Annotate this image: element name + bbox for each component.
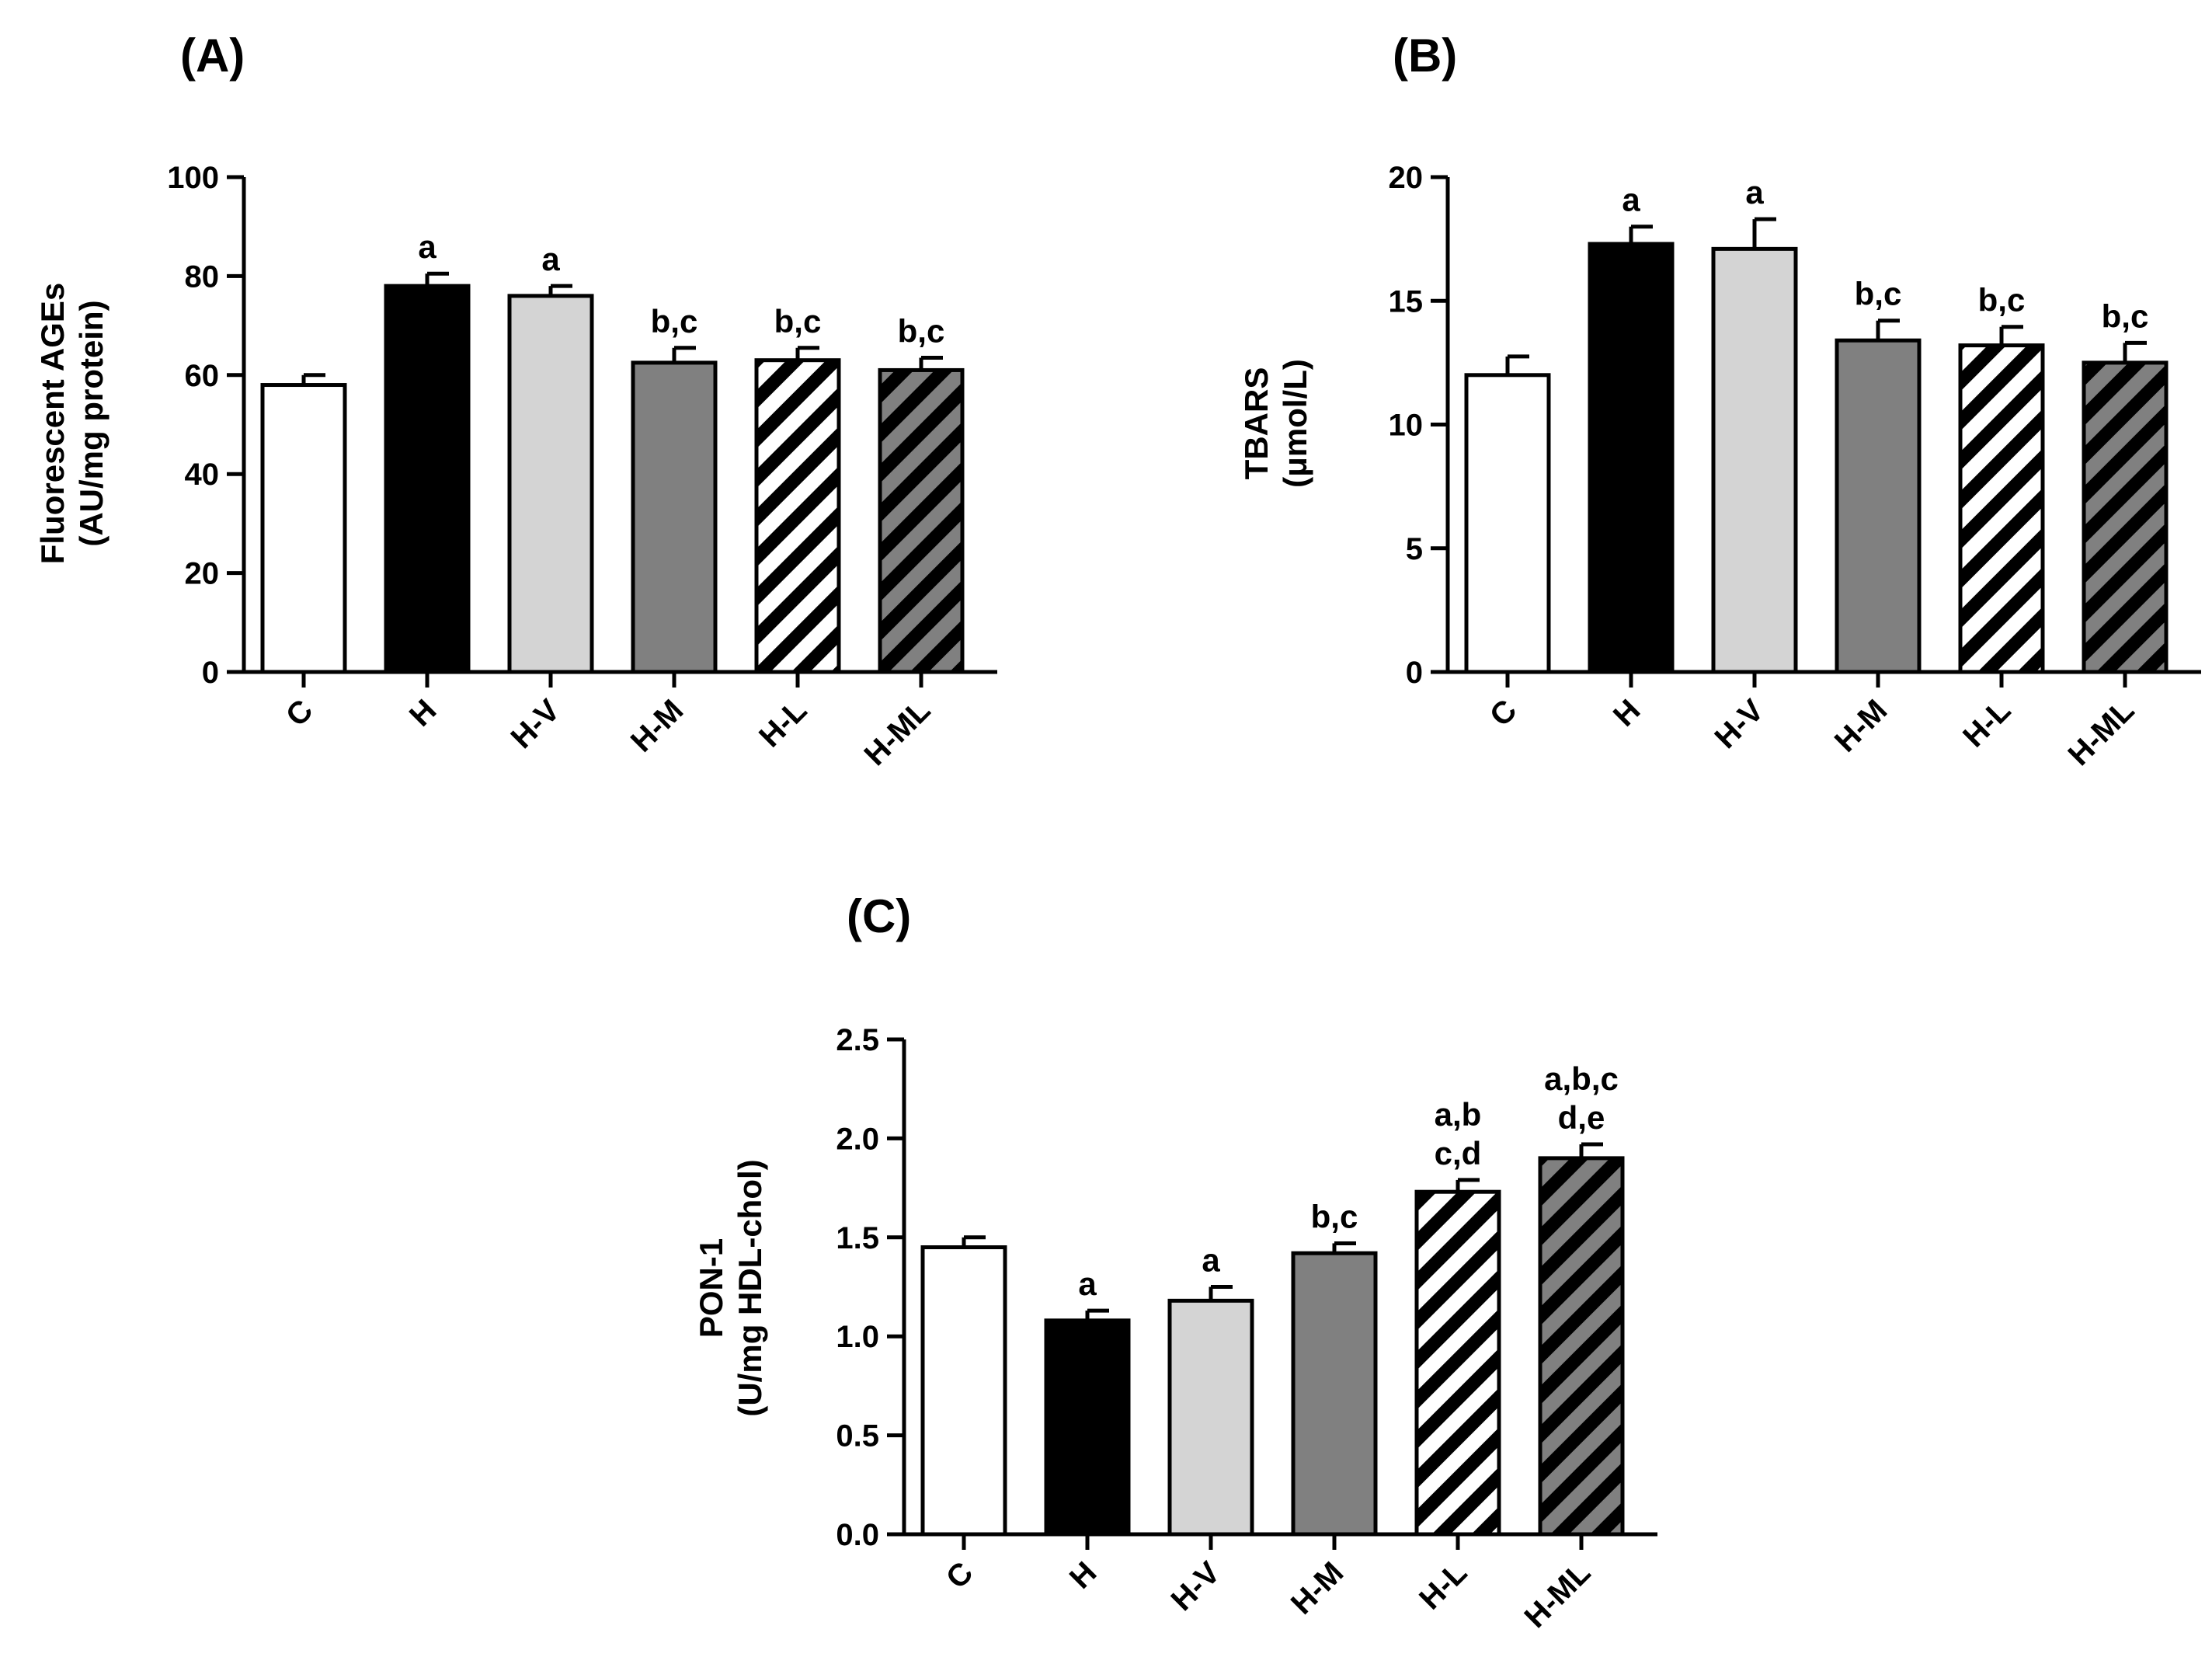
y-tick-label: 5	[1406, 532, 1423, 566]
y-axis-title-line1: PON-1	[693, 1238, 729, 1338]
y-tick-label: 80	[185, 259, 220, 294]
bar-h-v	[1711, 246, 1798, 674]
y-axis-title-a: Fluorescent AGEs (AU/mg protein)	[34, 283, 110, 565]
chart-panel-a: (A) Fluorescent AGEs (AU/mg protein) 0 20…	[34, 30, 997, 772]
bar-h-v	[507, 294, 594, 674]
significance-label: b,c	[898, 313, 945, 350]
y-tick-label: 100	[167, 161, 219, 195]
panel-label-b: (B)	[1393, 30, 1457, 82]
y-tick-label: 10	[1389, 409, 1424, 443]
x-tick-label: H-L	[1956, 693, 2017, 754]
x-tick-label: H	[403, 693, 443, 733]
bar-h-l	[1414, 1189, 1501, 1537]
x-tick-label: H	[1063, 1555, 1104, 1596]
significance-label: d,e	[1558, 1099, 1605, 1136]
y-tick-label: 20	[1389, 161, 1424, 195]
panel-label-c: (C)	[847, 890, 911, 942]
x-tick-label: H-M	[624, 693, 690, 759]
significance-label: b,c	[1855, 276, 1902, 312]
y-axis-title-c: PON-1 (U/mg HDL-chol)	[693, 1159, 768, 1416]
y-axis-title-b: TBARS (μmol/L)	[1238, 359, 1313, 488]
y-tick-label: 0	[202, 656, 219, 690]
y-tick-label: 1.5	[836, 1221, 879, 1255]
x-tick-label: C	[280, 693, 320, 733]
significance-label: a	[418, 228, 436, 265]
y-axis-title-line1: TBARS	[1238, 367, 1275, 480]
bar-c	[920, 1245, 1007, 1537]
x-tick-label: H-ML	[858, 693, 937, 772]
bar-h-ml	[2082, 360, 2169, 674]
bar-h-v	[1167, 1298, 1254, 1537]
significance-label: b,c	[651, 303, 698, 339]
x-tick-label: H-V	[1709, 693, 1771, 755]
bar-h-l	[754, 358, 841, 674]
bar-h	[1588, 242, 1675, 674]
y-axis-title-line2: (AU/mg protein)	[73, 300, 110, 546]
bar-h	[384, 284, 471, 674]
y-tick-label: 2.5	[836, 1023, 879, 1057]
x-tick-label: H-L	[1413, 1555, 1473, 1616]
y-tick-label: 0	[1406, 656, 1423, 690]
y-tick-label: 60	[185, 359, 220, 393]
x-tick-label: H-L	[753, 693, 813, 754]
y-tick-label: 0.0	[836, 1518, 879, 1552]
significance-label: a	[1202, 1242, 1220, 1279]
x-tick-label: H-V	[1165, 1555, 1227, 1617]
x-tick-label: H-ML	[1518, 1555, 1598, 1634]
x-tick-label: H-M	[1828, 693, 1894, 759]
bar-c	[1464, 373, 1551, 674]
y-tick-label: 40	[185, 458, 220, 492]
bar-c	[260, 383, 347, 674]
y-tick-label: 0.5	[836, 1419, 879, 1453]
chart-panel-c: (C) PON-1 (U/mg HDL-chol) 0.0 0.5 1.0 1.5 2.…	[693, 890, 1657, 1634]
x-tick-label: H-M	[1285, 1555, 1351, 1621]
significance-label: b,c	[774, 303, 822, 339]
significance-label: a,b	[1435, 1096, 1482, 1133]
bar-h	[1044, 1318, 1131, 1537]
x-tick-label: C	[1483, 693, 1524, 733]
plot-area-b: 0 5 10 15 20 C Ha H-V a H-M b,c H-L b,c H-ML b,c	[1389, 161, 2201, 772]
significance-label: a	[541, 241, 560, 277]
y-tick-label: 15	[1389, 284, 1424, 319]
significance-label: b,c	[2102, 298, 2149, 334]
panel-label-a: (A)	[180, 30, 245, 82]
x-tick-label: H-ML	[2062, 693, 2141, 772]
significance-label: b,c	[1311, 1198, 1358, 1234]
significance-label: c,d	[1435, 1135, 1482, 1171]
plot-area-a: 0 20 40 60 80 100 C Ha H-V a H-M b,c H-L b,c H-ML b,c	[167, 161, 997, 772]
plot-area-c: 0.0 0.5 1.0 1.5 2.0 2.5 C Ha H-V a H-M b,c H-L a,bc,d…	[836, 1023, 1657, 1634]
significance-label: a,b,c	[1544, 1060, 1619, 1097]
y-axis-title-line2: (μmol/L)	[1277, 359, 1313, 488]
x-tick-label: C	[940, 1555, 980, 1596]
bar-h-m	[1291, 1251, 1378, 1537]
y-axis-title-line2: (U/mg HDL-chol)	[732, 1159, 768, 1416]
y-tick-label: 20	[185, 557, 220, 591]
y-axis-title-line1: Fluorescent AGEs	[34, 283, 71, 565]
bar-h-m	[631, 360, 718, 674]
bar-h-ml	[878, 367, 965, 674]
y-tick-label: 1.0	[836, 1320, 879, 1354]
bar-h-m	[1835, 338, 1922, 674]
chart-panel-b: (B) TBARS (μmol/L) 0 5 10 15 20 C Ha H-V a H-M b,c…	[1238, 30, 2201, 772]
significance-label: a	[1622, 182, 1640, 218]
x-tick-label: H	[1607, 693, 1647, 733]
significance-label: a	[1078, 1265, 1097, 1302]
bar-h-l	[1958, 343, 2045, 674]
significance-label: a	[1745, 174, 1764, 211]
significance-label: b,c	[1978, 282, 2026, 319]
y-tick-label: 2.0	[836, 1122, 879, 1156]
bar-h-ml	[1538, 1156, 1625, 1537]
x-tick-label: H-V	[505, 693, 567, 755]
